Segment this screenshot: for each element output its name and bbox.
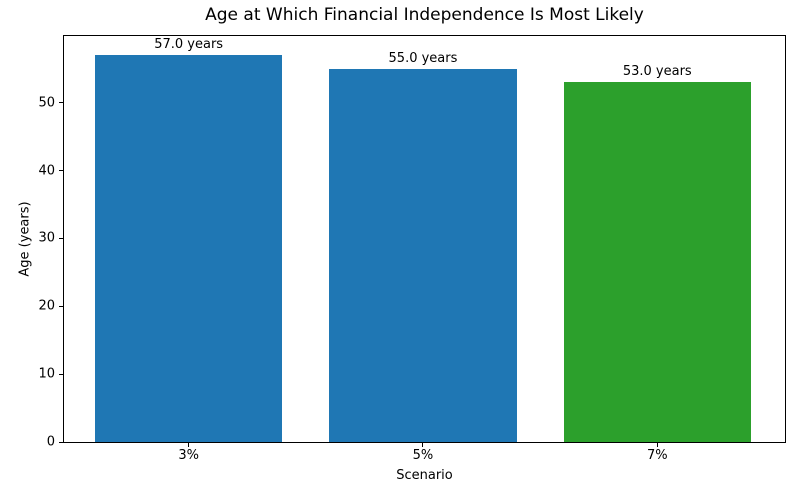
chart-title: Age at Which Financial Independence Is M… (205, 5, 644, 25)
y-tick-label: 40 (38, 163, 55, 179)
x-tick-mark (422, 443, 424, 447)
y-tick-mark (59, 237, 63, 239)
x-tick-label: 5% (412, 448, 434, 463)
y-axis-label: Age (years) (17, 201, 33, 277)
bar-value-label: 55.0 years (388, 50, 458, 66)
y-tick-label: 30 (38, 230, 55, 246)
y-tick-label: 0 (46, 434, 55, 450)
plot-area: 0 10 20 30 40 50 57.0 years 3% 55.0 years 5% 53.0 … (38, 35, 786, 463)
bar-5% (329, 68, 517, 442)
y-tick-mark (59, 102, 63, 104)
y-tick-label: 20 (38, 298, 55, 314)
y-tick-label: 10 (38, 366, 55, 382)
y-tick-mark (59, 441, 63, 443)
y-tick-mark (59, 305, 63, 307)
bar-value-label: 53.0 years (622, 64, 692, 80)
x-tick-mark (188, 443, 190, 447)
y-tick-mark (59, 170, 63, 172)
x-tick-mark (656, 443, 658, 447)
bar-value-label: 57.0 years (154, 37, 224, 53)
x-tick-label: 7% (646, 448, 668, 463)
y-tick-mark (59, 373, 63, 375)
x-axis-label: Scenario (396, 468, 453, 483)
x-tick-label: 3% (178, 448, 199, 463)
y-tick-label: 50 (38, 95, 55, 111)
bar-7% (563, 82, 752, 442)
bar-3% (94, 55, 283, 442)
